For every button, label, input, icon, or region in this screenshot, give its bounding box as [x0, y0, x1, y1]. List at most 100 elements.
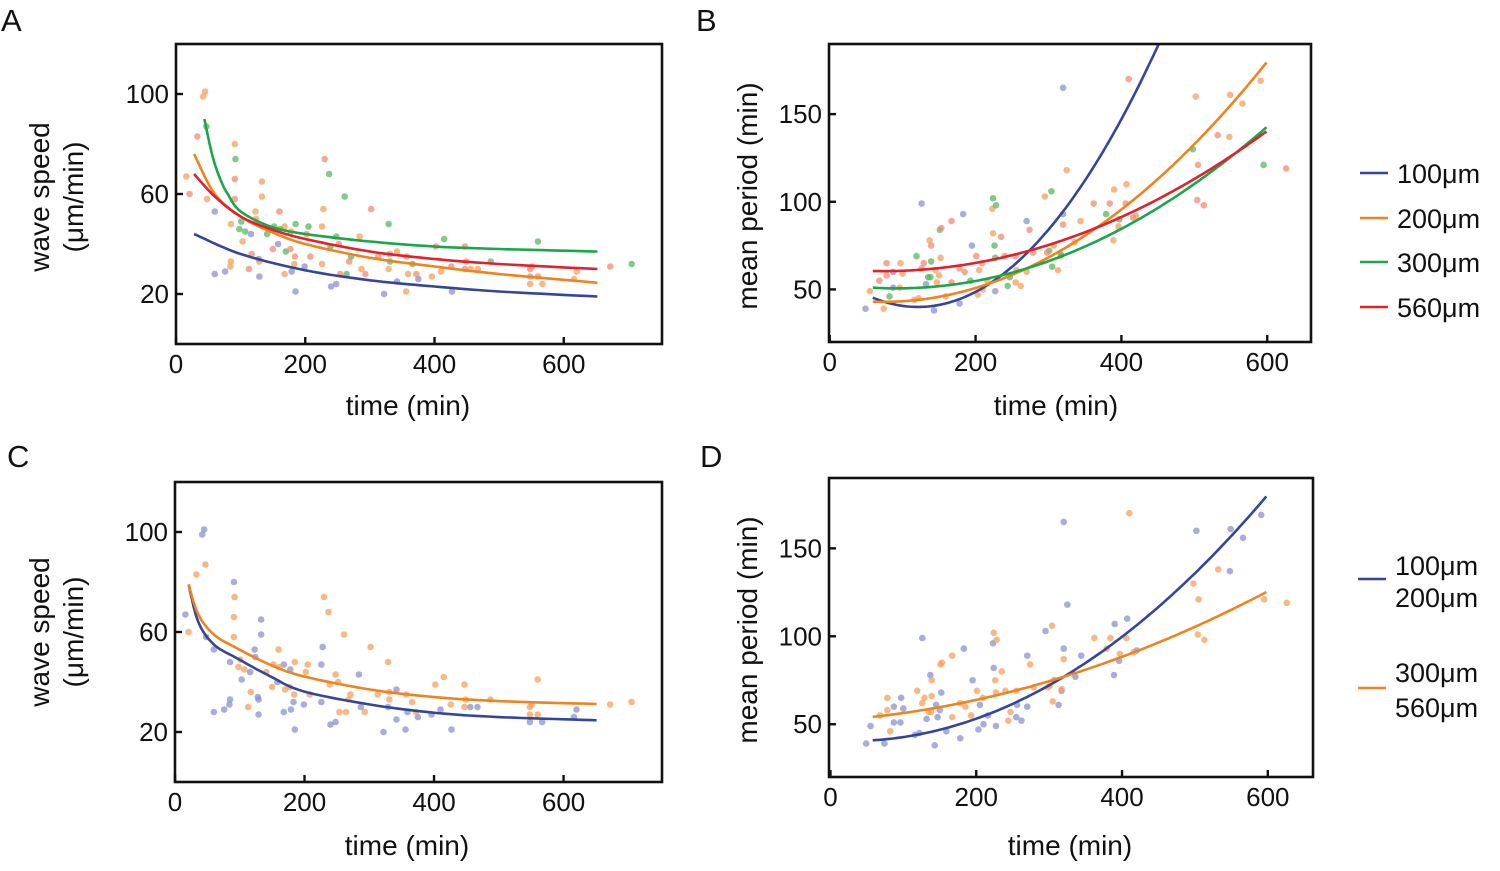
data-point — [1214, 131, 1221, 139]
x-axis-title-b: time (min) — [994, 390, 1118, 421]
fit-curve-200um — [872, 61, 1268, 304]
data-point — [1193, 196, 1201, 204]
data-point — [244, 703, 252, 711]
data-point — [959, 210, 967, 218]
data-point — [1260, 161, 1267, 169]
data-point — [380, 290, 388, 298]
data-point — [948, 713, 956, 721]
data-point — [318, 698, 325, 706]
data-point — [1004, 282, 1011, 290]
data-point — [1192, 93, 1200, 100]
data-point — [919, 699, 926, 707]
data-point — [573, 268, 580, 275]
data-point — [962, 703, 969, 710]
data-point — [318, 223, 326, 230]
data-point — [386, 696, 393, 703]
legend-label-200um: 200μm — [1395, 583, 1478, 613]
data-point — [1257, 77, 1264, 85]
data-point — [194, 133, 201, 140]
data-point — [186, 190, 193, 198]
data-point — [1193, 527, 1200, 535]
data-point — [927, 671, 934, 679]
data-point — [307, 253, 314, 260]
y-axis-title-a: wave speed — [24, 122, 55, 272]
data-point — [938, 659, 946, 666]
data-point — [1023, 217, 1030, 225]
data-point — [358, 265, 365, 273]
legend-label-100um: 100μm — [1397, 159, 1480, 189]
x-tick-label: 200 — [955, 782, 998, 812]
data-point — [226, 658, 234, 666]
y-axis-title-b: mean period (min) — [732, 82, 763, 309]
data-point — [231, 175, 239, 183]
data-point — [193, 571, 200, 578]
data-point — [440, 673, 448, 681]
data-point — [231, 195, 239, 203]
data-point — [274, 240, 282, 248]
data-point — [414, 713, 422, 721]
x-tick-label: 0 — [823, 782, 837, 812]
data-point — [393, 248, 401, 255]
data-point — [367, 205, 375, 213]
plot-panel-a: 0 200 400 600 20 60 100 — [126, 42, 664, 379]
data-point — [927, 273, 934, 281]
data-point — [1077, 652, 1085, 659]
data-point — [230, 578, 238, 586]
x-tick-label: 400 — [1100, 782, 1143, 812]
data-point — [440, 235, 448, 243]
fit-curve-300um-560μm — [872, 590, 1267, 719]
data-point — [1201, 636, 1208, 644]
data-point — [380, 728, 387, 736]
fit-curve-560um — [872, 130, 1268, 273]
data-point — [976, 701, 984, 709]
data-point — [937, 689, 945, 696]
y-tick-label: 100 — [779, 621, 822, 651]
x-axis-title-d: time (min) — [1008, 830, 1132, 861]
data-point — [247, 230, 255, 238]
data-point — [539, 280, 546, 288]
data-point — [1257, 511, 1265, 519]
data-point — [185, 628, 192, 636]
data-point — [237, 218, 245, 225]
data-point — [211, 270, 219, 278]
data-point — [292, 220, 299, 228]
data-point — [997, 233, 1005, 241]
data-point — [255, 711, 262, 718]
data-point — [1026, 661, 1034, 668]
data-point — [256, 273, 263, 280]
data-point — [230, 613, 238, 621]
data-point — [408, 698, 416, 706]
data-point — [1026, 226, 1033, 234]
plot-frame — [827, 476, 1315, 779]
data-point — [1054, 266, 1062, 274]
y-tick-label: 20 — [139, 717, 168, 747]
legend-label-560um: 560μm — [1397, 293, 1480, 323]
data-point — [1007, 708, 1014, 716]
data-point — [1072, 673, 1079, 681]
data-point — [1012, 279, 1019, 286]
data-point — [989, 194, 997, 202]
fit-curve-300um-560μm — [187, 584, 597, 706]
data-point — [606, 263, 614, 270]
data-point — [526, 280, 534, 288]
data-point — [1226, 91, 1234, 99]
data-point — [1123, 615, 1131, 623]
y-tick-label: 60 — [140, 179, 169, 209]
data-point — [1060, 645, 1068, 652]
data-point — [325, 608, 332, 616]
data-point — [862, 740, 870, 747]
data-point — [991, 287, 999, 295]
data-point — [402, 288, 410, 295]
data-point — [991, 676, 999, 684]
data-point — [1226, 133, 1233, 141]
y-axis-title-a-unit: (μm/min) — [58, 141, 89, 252]
data-point — [975, 266, 983, 274]
data-point — [897, 694, 905, 702]
y-axis-title-d: mean period (min) — [732, 516, 763, 743]
data-point — [210, 646, 218, 653]
data-point — [232, 155, 239, 163]
data-point — [884, 694, 891, 702]
data-point — [1048, 187, 1055, 195]
data-point — [883, 272, 890, 279]
data-point — [240, 666, 248, 673]
